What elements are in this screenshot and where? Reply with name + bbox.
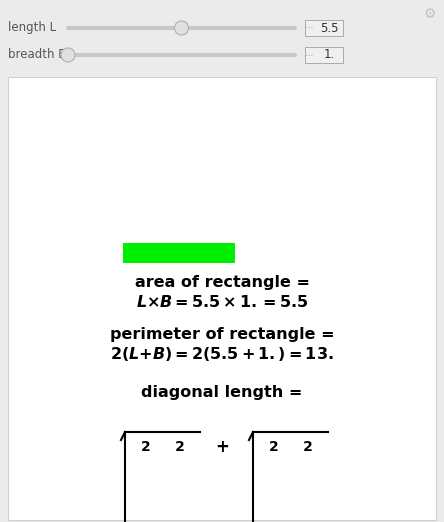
Text: +: + bbox=[215, 438, 229, 456]
Circle shape bbox=[61, 48, 75, 62]
Text: ⋯: ⋯ bbox=[305, 23, 313, 32]
Text: 2     2: 2 2 bbox=[141, 440, 184, 454]
Text: area of rectangle =: area of rectangle = bbox=[135, 276, 309, 291]
Text: ⋯: ⋯ bbox=[305, 51, 313, 60]
FancyBboxPatch shape bbox=[305, 20, 343, 36]
Bar bbox=[123, 243, 235, 263]
Circle shape bbox=[174, 21, 189, 35]
Text: diagonal length =: diagonal length = bbox=[141, 385, 303, 399]
Text: breadth B: breadth B bbox=[8, 49, 66, 62]
Text: length L: length L bbox=[8, 21, 56, 34]
Text: 1.: 1. bbox=[323, 49, 335, 62]
Text: 5.5: 5.5 bbox=[320, 21, 338, 34]
Text: $\mathbf{2(}$$\bfit{L}$$\mathbf{+}$$\bfit{B}$$\mathbf{) = 2(5.5 + 1.) = 13.}$: $\mathbf{2(}$$\bfit{L}$$\mathbf{+}$$\bfi… bbox=[110, 345, 334, 363]
Text: $\bfit{L}$$\mathbf{\times}$$\bfit{B}$$\mathbf{= 5.5 \times 1. = 5.5}$: $\bfit{L}$$\mathbf{\times}$$\bfit{B}$$\m… bbox=[136, 294, 308, 310]
FancyBboxPatch shape bbox=[305, 47, 343, 63]
FancyBboxPatch shape bbox=[8, 77, 436, 520]
Text: ⚙: ⚙ bbox=[424, 7, 436, 21]
Text: perimeter of rectangle =: perimeter of rectangle = bbox=[110, 327, 334, 342]
Text: 2     2: 2 2 bbox=[269, 440, 313, 454]
